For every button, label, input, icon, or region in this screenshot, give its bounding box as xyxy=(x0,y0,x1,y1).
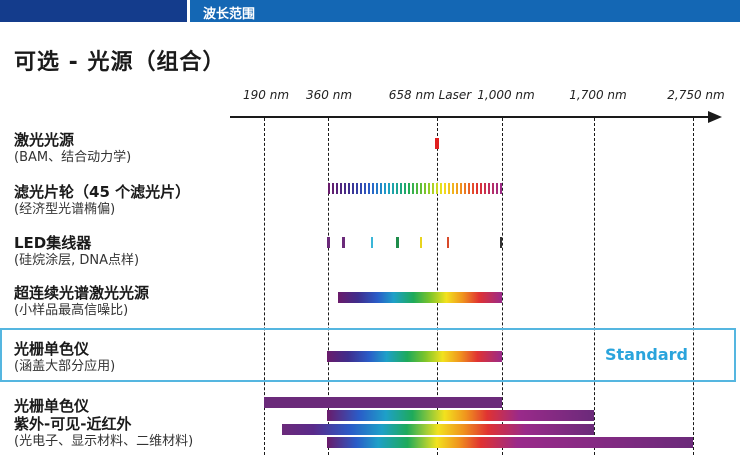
top-band-blue xyxy=(190,0,740,22)
row-supercontinuum-name: 超连续光谱激光光源 xyxy=(14,284,150,302)
grating-range-360-1700 xyxy=(327,410,594,421)
row-led-hub: LED集线器 (硅烷涂层, DNA点样) xyxy=(14,234,139,270)
guide-190 xyxy=(264,118,265,455)
row-grating-standard: 光栅单色仪 (涵盖大部分应用) xyxy=(14,340,115,376)
row-filter-wheel-sub: (经济型光谱椭偏) xyxy=(14,202,116,217)
standard-highlight-box xyxy=(0,328,736,382)
row-filter-wheel: 滤光片轮（45 个滤光片） (经济型光谱椭偏) xyxy=(14,183,190,219)
row-grating-uvvisnir-sub: (光电子、显示材料、二维材料) xyxy=(14,434,194,449)
laser-658-mark xyxy=(435,138,439,149)
top-band-dark xyxy=(0,0,187,22)
supercontinuum-bar xyxy=(338,292,502,303)
page-title: 可选 - 光源（组合） xyxy=(14,50,226,75)
led-mark-405 xyxy=(342,237,345,248)
tick-1000: 1,000 nm xyxy=(477,88,535,102)
tick-1700: 1,700 nm xyxy=(569,88,627,102)
row-grating-standard-name: 光栅单色仪 xyxy=(14,340,90,358)
tick-658-laser: 658 nm Laser xyxy=(388,88,472,102)
row-led-hub-sub: (硅烷涂层, DNA点样) xyxy=(14,253,140,268)
guide-1000 xyxy=(502,118,503,455)
led-mark-1000 xyxy=(500,237,502,248)
grating-standard-bar xyxy=(327,351,502,362)
row-grating-standard-sub: (涵盖大部分应用) xyxy=(14,359,116,374)
guide-2750 xyxy=(693,118,694,455)
section-label: 波长范围 xyxy=(203,7,256,22)
row-laser-sub: (BAM、结合动力学) xyxy=(14,150,132,165)
row-supercontinuum-sub: (小样品最高信噪比) xyxy=(14,303,129,318)
axis-arrow-icon xyxy=(708,111,722,123)
row-grating-uvvisnir-name2: 紫外-可见-近红外 xyxy=(14,415,132,433)
row-supercontinuum: 超连续光谱激光光源 (小样品最高信噪比) xyxy=(14,284,149,320)
guide-360 xyxy=(328,118,329,455)
tick-190: 190 nm xyxy=(242,88,290,102)
grating-range-250-1700 xyxy=(282,424,594,435)
led-mark-470 xyxy=(371,237,373,248)
row-grating-uvvisnir-name: 光栅单色仪 xyxy=(14,397,90,415)
led-mark-590 xyxy=(420,237,422,248)
row-laser: 激光光源 (BAM、结合动力学) xyxy=(14,131,131,167)
grating-range-360-2750 xyxy=(327,437,693,448)
tick-360: 360 nm xyxy=(305,88,353,102)
row-laser-name: 激光光源 xyxy=(14,131,75,149)
row-grating-uvvisnir: 光栅单色仪 紫外-可见-近红外 (光电子、显示材料、二维材料) xyxy=(14,397,193,451)
tick-2750: 2,750 nm xyxy=(667,88,725,102)
grating-range-190-1000 xyxy=(264,397,502,408)
guide-658 xyxy=(437,118,438,455)
top-band: 波长范围 xyxy=(0,0,740,22)
wavelength-axis xyxy=(230,116,710,118)
standard-badge: Standard xyxy=(605,345,688,364)
led-mark-635 xyxy=(447,237,449,248)
filter-wheel-bar xyxy=(328,183,502,194)
led-mark-360 xyxy=(327,237,330,248)
row-filter-wheel-name: 滤光片轮（45 个滤光片） xyxy=(14,183,191,201)
led-mark-530 xyxy=(396,237,399,248)
guide-1700 xyxy=(594,118,595,455)
row-led-hub-name: LED集线器 xyxy=(14,234,92,252)
